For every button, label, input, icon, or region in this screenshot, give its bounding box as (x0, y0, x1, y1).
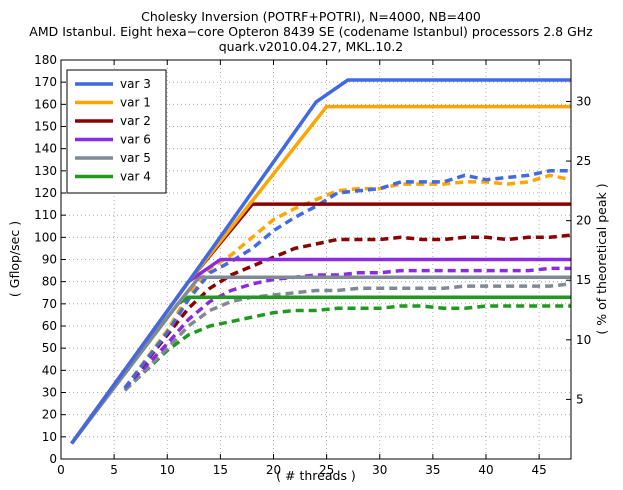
series-line-var-5-dashed (123, 282, 572, 392)
y-tick-label: 110 (34, 208, 57, 222)
x-tick-label: 25 (319, 463, 334, 477)
y-tick-label: 140 (34, 142, 57, 156)
legend-box (66, 69, 167, 194)
y2-tick-label: 25 (576, 154, 591, 168)
y-axis-label: ( Gflop/sec ) (7, 221, 22, 297)
y-tick-label: 60 (42, 319, 57, 333)
y-tick-label: 80 (42, 275, 57, 289)
y-tick-label: 70 (42, 297, 57, 311)
y2-tick-label: 20 (576, 214, 591, 228)
y-tick-label: 20 (42, 408, 57, 422)
x-tick-label: 45 (531, 463, 546, 477)
x-tick-label: 15 (213, 463, 228, 477)
legend-label: var 1 (120, 96, 151, 110)
y-tick-label: 0 (49, 452, 57, 466)
y2-tick-label: 5 (576, 392, 584, 406)
x-tick-label: 0 (57, 463, 65, 477)
series-line-var-3-dashed (123, 169, 571, 390)
x-axis-label: ( # threads ) (276, 468, 356, 483)
series-line-var-6-dashed (123, 266, 571, 390)
y2-tick-label: 15 (576, 273, 591, 287)
legend: var 3 var 1 var 2 var 6 var 5 var 4 (66, 69, 167, 194)
chart-title-line-3: quark.v2010.04.27, MKL.10.2 (219, 39, 404, 54)
x-tick-label: 5 (110, 463, 118, 477)
y2-tick-label: 10 (576, 333, 591, 347)
y-tick-label: 150 (34, 120, 57, 134)
chart-title-line-1: Cholesky Inversion (POTRF+POTRI), N=4000… (141, 9, 481, 24)
y-tick-label: 30 (42, 386, 57, 400)
series-layer (70, 78, 572, 445)
y-tick-label: 180 (34, 53, 57, 67)
y-tick-label: 10 (42, 430, 57, 444)
x-tick-label: 10 (160, 463, 175, 477)
y-tick-label: 90 (42, 253, 57, 267)
series-line-var-2-solid (70, 202, 571, 445)
y-tick-label: 100 (34, 230, 57, 244)
y2-tick-label: 30 (576, 94, 591, 108)
y-tick-label: 160 (34, 97, 57, 111)
y-tick-label: 50 (42, 341, 57, 355)
legend-label: var 5 (120, 151, 151, 165)
x-tick-label: 20 (266, 463, 281, 477)
series-line-var-2-dashed (123, 233, 572, 390)
y-tick-label: 170 (34, 75, 57, 89)
series-line-var-5-solid (70, 275, 571, 445)
y-tick-label: 130 (34, 164, 57, 178)
legend-label: var 3 (120, 77, 151, 91)
y-tick-label: 120 (34, 186, 57, 200)
ticks: 0 5 10 15 20 25 30 35 40 45 0 10 20 30 40 50 60 70 80 90 100… (34, 53, 591, 477)
legend-label: var 6 (120, 133, 151, 147)
y-tick-label: 40 (42, 363, 57, 377)
x-tick-label: 40 (478, 463, 493, 477)
chart-title-line-2: AMD Istanbul. Eight hexa−core Opteron 84… (29, 24, 593, 39)
series-line-var-3-solid (70, 78, 571, 445)
legend-label: var 4 (120, 170, 151, 184)
series-line-var-1-dashed (123, 173, 572, 390)
x-tick-label: 30 (372, 463, 387, 477)
legend-label: var 2 (120, 114, 151, 128)
x-tick-label: 35 (425, 463, 440, 477)
y2-axis-label: ( % of theoretical peak ) (594, 183, 609, 334)
